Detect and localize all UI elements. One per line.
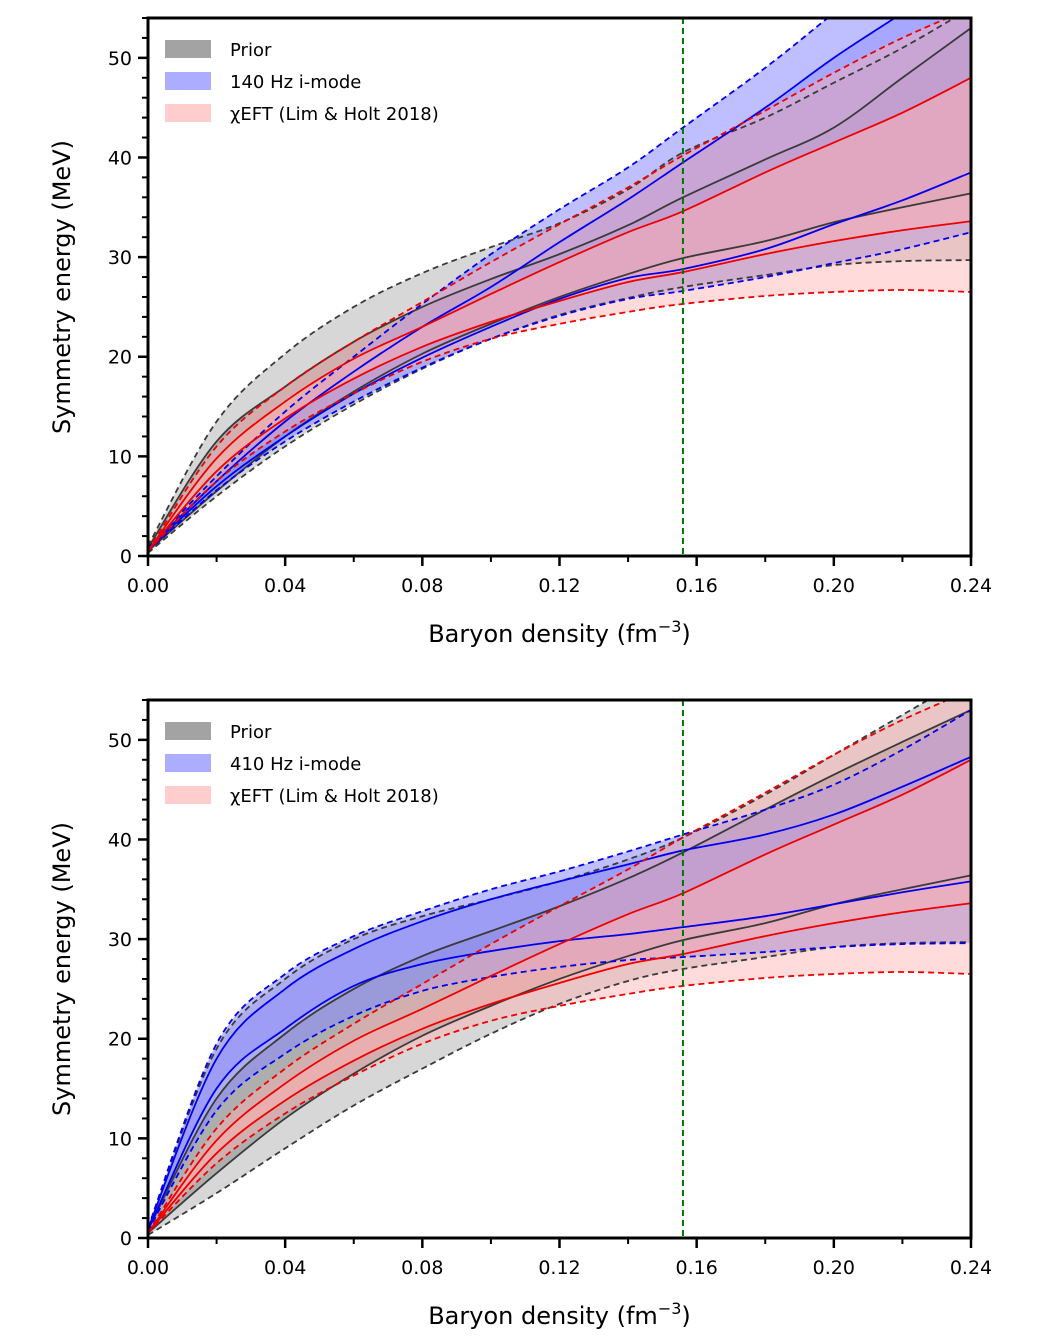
line-chieft-inner-upper [148,76,971,552]
y-tick-label: 50 [108,48,132,70]
line-chieft-outer-upper [148,700,950,1234]
y-tick-label: 30 [108,247,132,269]
legend: Prior 140 Hz i-mode χEFT (Lim & Holt 2018) [165,40,439,125]
line-chieft-outer-lower [148,289,971,552]
y-tick-label: 20 [108,1029,132,1051]
line-imode-inner-upper [148,18,897,550]
y-tick-label: 0 [120,546,132,568]
legend-label: Prior [230,40,272,61]
legend-label: χEFT (Lim & Holt 2018) [230,786,439,807]
x-tick-label: 0.20 [813,575,855,597]
y-tick-label: 20 [108,347,132,369]
x-tick-label: 0.00 [127,575,169,597]
legend-swatch [165,40,211,58]
x-tick-label: 0.08 [401,575,443,597]
x-tick-label: 0.12 [538,1257,580,1279]
x-tick-label: 0.12 [538,575,580,597]
x-tick-label: 0.04 [264,575,306,597]
band-outer-imode [148,709,971,1232]
line-imode-inner-lower [148,171,971,551]
line-chieft-inner-lower [148,902,971,1234]
y-tick-label: 10 [108,1128,132,1150]
legend-label: 410 Hz i-mode [230,754,361,775]
line-imode-inner-lower [148,880,971,1231]
y-tick-label: 50 [108,730,132,752]
chart-panel-bottom: 0.00 0.04 0.08 0.12 0.16 0.20 0.24 0 10 20 30 40 50 B… [48,698,992,1330]
legend-swatch [165,72,211,90]
band-inner-chieft [148,759,971,1234]
x-tick-label: 0.08 [401,1257,443,1279]
line-chieft-outer-upper [148,18,950,552]
line-chieft-inner-lower [148,220,971,552]
band-inner-chieft [148,77,971,552]
line-imode-outer-lower [148,231,971,552]
x-axis-label: Baryon density (fm−3) [428,1299,691,1330]
line-imode-outer-upper [148,709,971,1229]
line-chieft-outer-lower [148,971,971,1234]
x-tick-label: 0.04 [264,1257,306,1279]
chart-panel-top: 0.00 0.04 0.08 0.12 0.16 0.20 0.24 0 10 20 30 40 50 B… [48,16,992,648]
line-imode-outer-lower [148,942,971,1232]
legend-swatch [165,722,211,740]
legend-label: 140 Hz i-mode [230,72,361,93]
x-tick-label: 0.20 [813,1257,855,1279]
y-tick-label: 10 [108,446,132,468]
y-axis-label: Symmetry energy (MeV) [48,822,76,1116]
legend-swatch [165,104,211,122]
y-tick-label: 30 [108,929,132,951]
line-prior-outer-upper [148,18,956,547]
y-axis-label: Symmetry energy (MeV) [48,140,76,434]
x-tick-label: 0.24 [950,575,992,597]
legend: Prior 410 Hz i-mode χEFT (Lim & Holt 2018) [165,722,439,807]
y-tick-label: 40 [108,147,132,169]
y-tick-label: 40 [108,829,132,851]
line-imode-inner-upper [148,755,971,1230]
line-prior-inner-upper [148,709,971,1231]
line-imode-outer-upper [148,18,830,549]
legend-label: χEFT (Lim & Holt 2018) [230,104,439,125]
x-tick-label: 0.00 [127,1257,169,1279]
legend-swatch [165,754,211,772]
x-tick-label: 0.16 [676,1257,718,1279]
plot-area [148,18,971,554]
x-tick-label: 0.16 [676,575,718,597]
x-tick-label: 0.24 [950,1257,992,1279]
legend-label: Prior [230,722,272,743]
legend-swatch [165,786,211,804]
y-tick-label: 0 [120,1228,132,1250]
line-chieft-inner-upper [148,758,971,1234]
x-axis-label: Baryon density (fm−3) [428,617,691,648]
plot-area [148,700,971,1236]
